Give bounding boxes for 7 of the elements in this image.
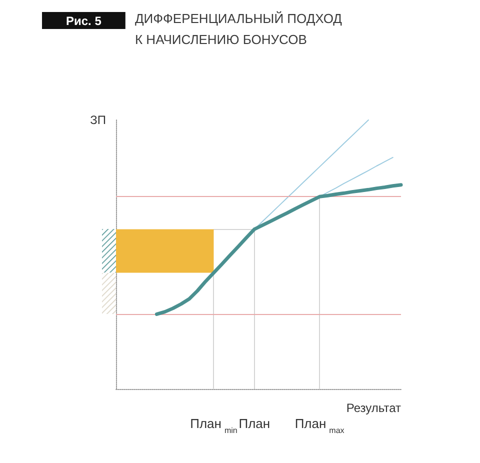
x-tick-label: План$_{min}$ — [190, 416, 238, 435]
y-axis-title: ЗП — [90, 113, 106, 127]
x-axis-title: Результат — [346, 401, 402, 415]
x-tick-label: План — [238, 416, 270, 431]
text: Рис. 5 — [66, 14, 102, 28]
x-tick-label: План$_{max}$ — [294, 416, 344, 435]
chart-title: ДИФФЕРЕНЦИАЛЬНЫЙ ПОДХОД К НАЧИСЛЕНИЮ БОНУСОВ — [135, 10, 343, 49]
